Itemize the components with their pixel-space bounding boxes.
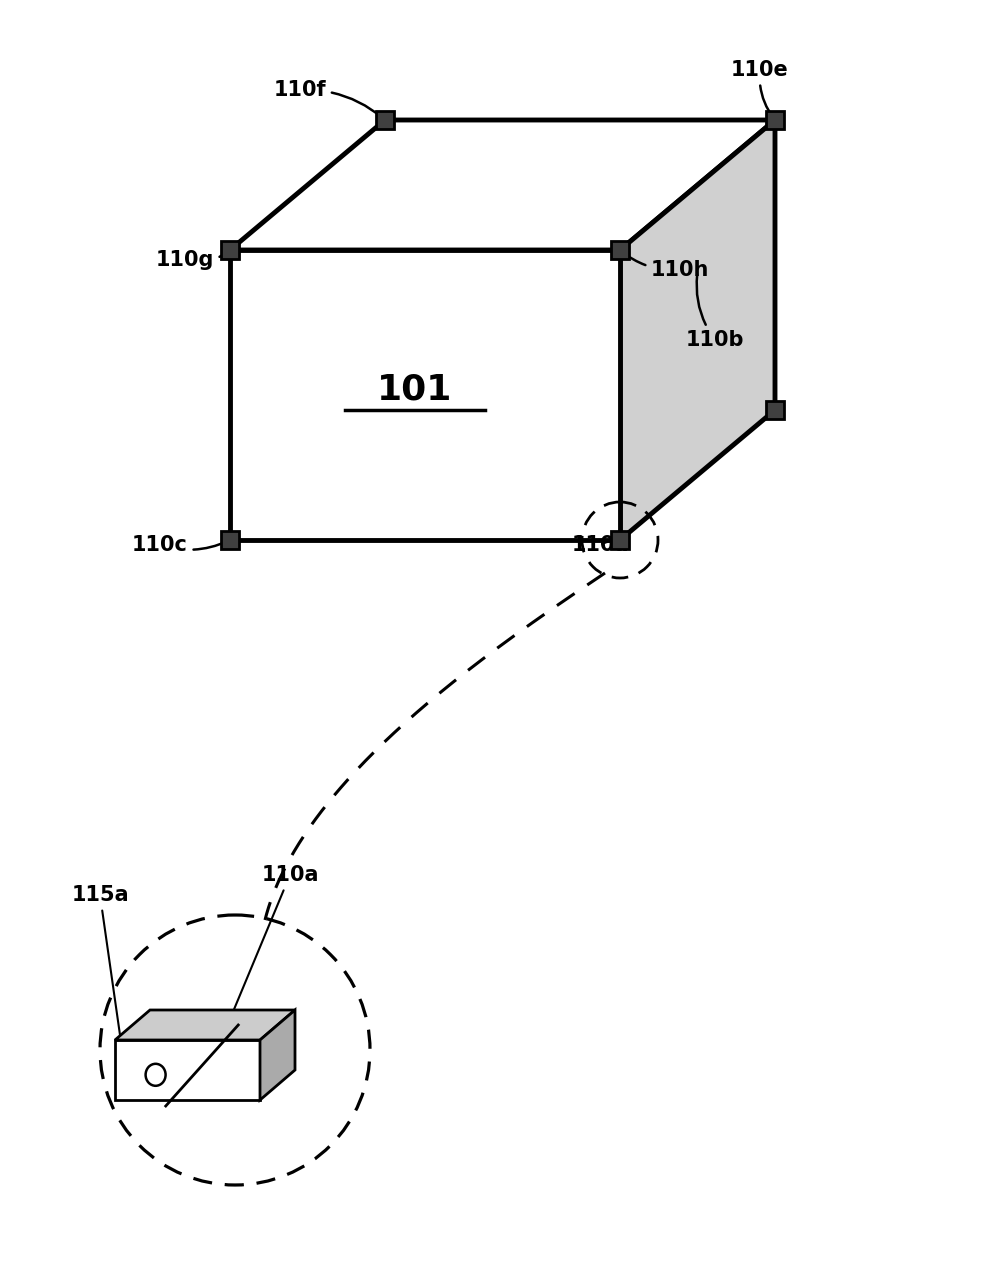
Text: 110a: 110a (572, 535, 629, 556)
Bar (376, 112, 394, 130)
Polygon shape (260, 1010, 295, 1100)
Polygon shape (115, 1041, 260, 1100)
Text: 110a: 110a (225, 865, 319, 1032)
Bar (766, 402, 784, 420)
Text: 101: 101 (377, 373, 453, 407)
Polygon shape (620, 121, 775, 540)
Polygon shape (115, 1010, 295, 1041)
Bar (766, 112, 784, 130)
Text: 110b: 110b (685, 275, 744, 350)
Text: 110f: 110f (274, 80, 383, 118)
Bar (221, 531, 239, 549)
Polygon shape (230, 250, 620, 540)
Bar (221, 241, 239, 259)
Text: 110g: 110g (156, 250, 228, 269)
Text: 115a: 115a (72, 885, 129, 1067)
Bar (611, 241, 629, 259)
Text: 110c: 110c (132, 535, 228, 556)
Bar (611, 531, 629, 549)
Text: 110h: 110h (622, 251, 710, 280)
Text: 110e: 110e (731, 60, 789, 118)
Polygon shape (230, 121, 775, 250)
